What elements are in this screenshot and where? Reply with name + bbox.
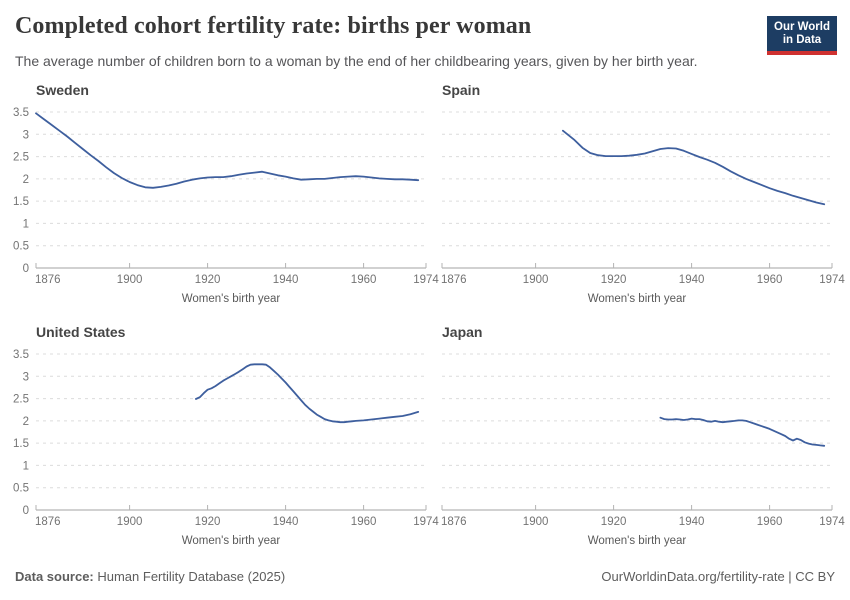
- x-tick-label: 1940: [679, 274, 705, 286]
- x-tick-label: 1920: [601, 516, 627, 528]
- x-tick-label: 1974: [413, 274, 439, 286]
- y-tick-label: 3: [23, 371, 29, 383]
- x-axis-title: Women's birth year: [182, 535, 281, 547]
- y-tick-label: 3.5: [13, 107, 29, 119]
- x-tick-label: 1876: [441, 516, 467, 528]
- x-tick-label: 1940: [273, 516, 299, 528]
- chart-svg-spain: 1876 1900 1920 1940 1960 1974 Women's birth ye…: [441, 111, 845, 305]
- y-tick-label: 2.5: [13, 394, 29, 406]
- owid-logo: Our World in Data: [767, 16, 837, 55]
- y-tick-label: 2: [23, 174, 29, 186]
- y-tick-label: 1: [23, 460, 29, 472]
- y-tick-label: 1.5: [13, 438, 29, 450]
- owid-logo-line1: Our World: [774, 21, 831, 33]
- entity-title-sweden: Sweden: [36, 82, 89, 98]
- data-source-label: Data source:: [15, 569, 94, 584]
- chart-sweden: Sweden 0 0.5 1 1.5 2 2.5 3 3.5 1876 1900 1920 1940 1…: [0, 82, 439, 310]
- entity-title-united-states: United States: [36, 324, 126, 340]
- y-tick-label: 1: [23, 218, 29, 230]
- footer-right-text: OurWorldinData.org/fertility-rate | CC B…: [601, 569, 835, 584]
- x-axis-title: Women's birth year: [182, 293, 281, 305]
- chart-japan: Japan 1876 1900 1920 1940 1960 1974 Women's bi…: [434, 324, 846, 552]
- y-tick-label: 3: [23, 129, 29, 141]
- chart-spain: Spain 1876 1900 1920 1940 1960 1974 Women's bi…: [434, 82, 846, 310]
- line-spain: [562, 129, 826, 206]
- x-tick-label: 1960: [757, 516, 783, 528]
- y-tick-label: 2.5: [13, 152, 29, 164]
- y-tick-label: 1.5: [13, 196, 29, 208]
- x-tick-label: 1920: [195, 516, 221, 528]
- x-tick-label: 1974: [819, 516, 845, 528]
- owid-logo-line2: in Data: [782, 34, 822, 46]
- line-united-states: [195, 363, 420, 424]
- x-tick-label: 1900: [523, 274, 549, 286]
- data-source-value: Human Fertility Database (2025): [93, 569, 286, 584]
- x-tick-label: 1876: [35, 516, 61, 528]
- y-tick-label: 0: [23, 505, 29, 517]
- x-tick-label: 1920: [195, 274, 221, 286]
- x-tick-label: 1960: [351, 516, 377, 528]
- x-tick-label: 1876: [35, 274, 61, 286]
- x-tick-label: 1974: [819, 274, 845, 286]
- x-axis-title: Women's birth year: [588, 293, 687, 305]
- x-tick-label: 1876: [441, 274, 467, 286]
- x-tick-label: 1940: [679, 516, 705, 528]
- line-japan: [659, 416, 826, 447]
- footer-source: Data source: Human Fertility Database (2…: [15, 569, 285, 584]
- y-tick-label: 2: [23, 416, 29, 428]
- footer: Data source: Human Fertility Database (2…: [15, 569, 835, 584]
- chart-svg-united-states: 0 0.5 1 1.5 2 2.5 3 3.5 1876 1900 1920 1940 1960 1974…: [13, 349, 439, 547]
- y-tick-label: 0.5: [13, 483, 29, 495]
- x-tick-label: 1960: [351, 274, 377, 286]
- x-tick-label: 1900: [117, 274, 143, 286]
- x-tick-label: 1974: [413, 516, 439, 528]
- x-axis-title: Women's birth year: [588, 535, 687, 547]
- chart-svg-sweden: 0 0.5 1 1.5 2 2.5 3 3.5 1876 1900 1920 1940 1960 1974…: [13, 107, 439, 305]
- chart-united-states: United States 0 0.5 1 1.5 2 2.5 3 3.5 1876 1900 19…: [0, 324, 439, 552]
- page-subtitle: The average number of children born to a…: [15, 53, 698, 69]
- y-tick-label: 0.5: [13, 241, 29, 253]
- x-tick-label: 1920: [601, 274, 627, 286]
- x-tick-label: 1960: [757, 274, 783, 286]
- chart-svg-japan: 1876 1900 1920 1940 1960 1974 Women's birth ye…: [441, 353, 845, 547]
- y-tick-label: 0: [23, 263, 29, 275]
- entity-title-spain: Spain: [442, 82, 481, 98]
- entity-title-japan: Japan: [442, 324, 483, 340]
- y-tick-label: 3.5: [13, 349, 29, 361]
- x-tick-label: 1900: [117, 516, 143, 528]
- x-tick-label: 1900: [523, 516, 549, 528]
- x-tick-label: 1940: [273, 274, 299, 286]
- page-title: Completed cohort fertility rate: births …: [15, 13, 532, 39]
- line-sweden: [35, 112, 420, 189]
